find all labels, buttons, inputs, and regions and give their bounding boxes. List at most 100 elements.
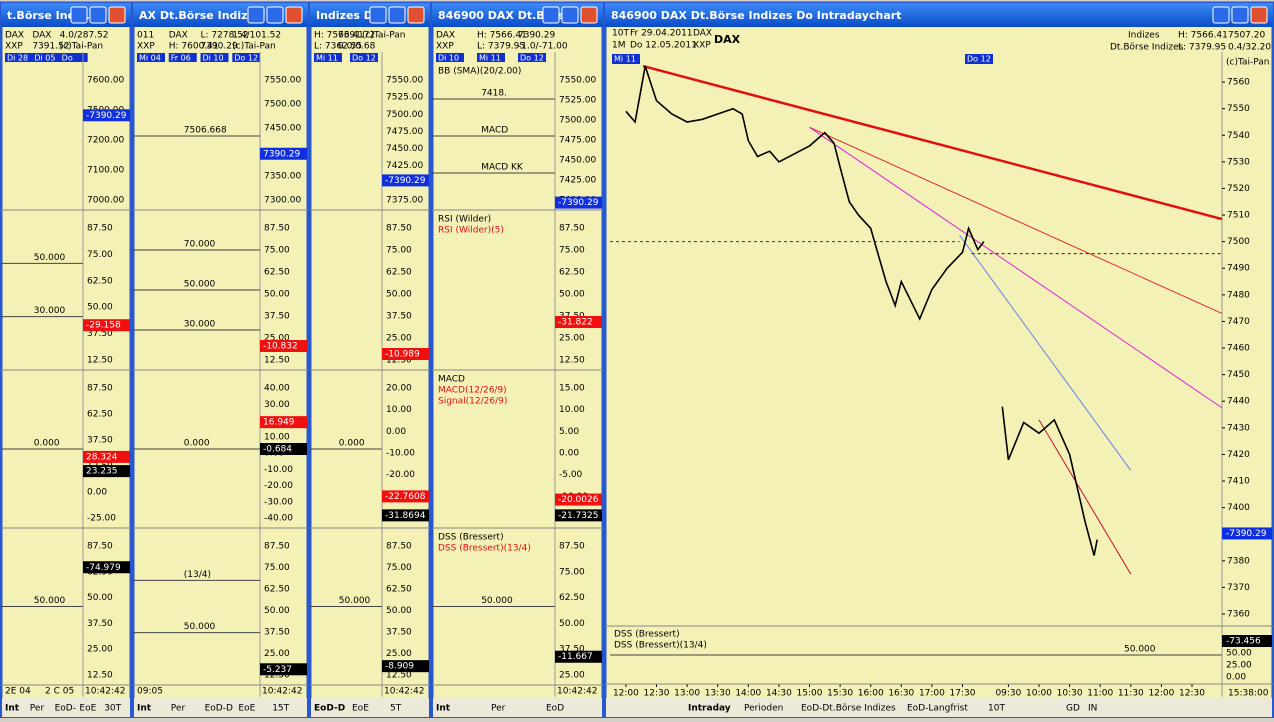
reference-label: 30.000 bbox=[184, 320, 216, 330]
header-text: (c)Tai-Pan bbox=[232, 42, 275, 52]
tab-bar bbox=[311, 698, 429, 717]
window-max-button[interactable] bbox=[561, 6, 579, 24]
tab[interactable]: 15T bbox=[272, 704, 289, 714]
price-tick: 12.50 bbox=[559, 356, 585, 366]
tab[interactable]: EoE bbox=[352, 704, 369, 714]
window-max-button[interactable] bbox=[1231, 6, 1249, 24]
price-tick: 7550.00 bbox=[559, 76, 596, 86]
price-tick: 37.50 bbox=[87, 619, 113, 629]
tab[interactable]: EoD bbox=[546, 704, 564, 714]
title-bar bbox=[605, 3, 1273, 27]
date-marker bbox=[314, 53, 342, 62]
window-max-button[interactable] bbox=[266, 6, 284, 24]
window-close-button[interactable] bbox=[108, 6, 126, 24]
price-tick: 62.50 bbox=[87, 276, 113, 286]
value-box-text: 16.949 bbox=[263, 418, 295, 428]
price-tick: 62.50 bbox=[386, 585, 412, 595]
reference-label: 70.000 bbox=[184, 240, 216, 250]
header-text: 011 bbox=[137, 31, 154, 41]
header-text: Dt.Börse Indizes bbox=[1110, 43, 1184, 53]
x-tick-label: 17:00 bbox=[919, 689, 945, 699]
window-close-button[interactable] bbox=[407, 6, 425, 24]
date-label: Mi 04 bbox=[139, 54, 161, 63]
window-min-button[interactable] bbox=[70, 6, 88, 24]
tab[interactable]: Int bbox=[137, 704, 152, 714]
window bbox=[430, 1, 605, 720]
value-box-text: 23.235 bbox=[86, 467, 118, 477]
header-text: DAX bbox=[32, 31, 51, 41]
value-box-text: -11.667 bbox=[558, 652, 593, 662]
tab[interactable]: IN bbox=[1088, 704, 1097, 714]
tab[interactable]: Per bbox=[171, 704, 186, 714]
x-tick-label: 11:30 bbox=[1118, 689, 1144, 699]
y-tick-label: 7550 bbox=[1227, 104, 1250, 114]
tab[interactable]: Per bbox=[491, 704, 506, 714]
tab[interactable]: 10T bbox=[988, 704, 1005, 714]
price-tick: 7550.00 bbox=[264, 76, 301, 86]
window-min-button[interactable] bbox=[369, 6, 387, 24]
window-min-button[interactable] bbox=[247, 6, 265, 24]
tab[interactable]: Intraday bbox=[688, 704, 731, 714]
date-marker bbox=[232, 53, 261, 62]
y-tick-label: 7410 bbox=[1227, 477, 1250, 487]
window-close-button[interactable] bbox=[285, 6, 303, 24]
price-tick: 12.50 bbox=[386, 671, 412, 681]
window-close-button[interactable] bbox=[1250, 6, 1268, 24]
value-box-text: -0.684 bbox=[263, 445, 292, 455]
tab[interactable]: EoE bbox=[79, 704, 96, 714]
tab[interactable]: Int bbox=[436, 704, 451, 714]
tab[interactable]: GD bbox=[1066, 704, 1080, 714]
tab[interactable]: EoD-Langfrist bbox=[907, 704, 968, 714]
header-text: 1.4/101.52 bbox=[232, 31, 281, 41]
window-max-button[interactable] bbox=[388, 6, 406, 24]
header-text: XXP bbox=[137, 42, 155, 52]
tab[interactable]: Per bbox=[30, 704, 45, 714]
indicator-title: DSS (Bressert) bbox=[614, 630, 680, 640]
window-max-button[interactable] bbox=[89, 6, 107, 24]
price-tick: 87.50 bbox=[559, 542, 585, 552]
price-tick: 7500.00 bbox=[559, 116, 596, 126]
price-tick: 7475.00 bbox=[559, 136, 596, 146]
price-tick: 7350.00 bbox=[264, 172, 301, 182]
tab[interactable]: 30T bbox=[104, 704, 121, 714]
header-text: L: 7379.95 bbox=[477, 42, 525, 52]
value-box bbox=[83, 109, 130, 122]
price-tick: 0.00 bbox=[559, 449, 579, 459]
tab[interactable]: Int bbox=[5, 704, 20, 714]
tab[interactable]: EoD-Dt.Börse Indizes bbox=[801, 704, 896, 714]
price-tick: 25.00 bbox=[386, 334, 412, 344]
last-price-box bbox=[1222, 527, 1272, 540]
reference-label: MACD bbox=[481, 126, 508, 136]
price-tick: 12.50 bbox=[87, 671, 113, 681]
dss-tick: 0.00 bbox=[1226, 673, 1246, 683]
price-tick: 87.50 bbox=[87, 224, 113, 234]
tab[interactable]: EoD-D bbox=[205, 704, 233, 714]
tab[interactable]: EoD- bbox=[55, 704, 76, 714]
indicator-title: DSS (Bressert)(13/4) bbox=[438, 544, 531, 554]
value-box-text: 7390.29 bbox=[263, 149, 300, 159]
header-text: L: 7379.95 bbox=[1178, 43, 1226, 53]
date-label: Do 12 bbox=[967, 55, 991, 64]
price-tick: 7525.00 bbox=[559, 96, 596, 106]
price-tick: 62.50 bbox=[386, 268, 412, 278]
price-tick: 7200.00 bbox=[87, 136, 124, 146]
header-text: DAX bbox=[169, 31, 188, 41]
value-box-text: -20.0026 bbox=[558, 495, 599, 505]
header-text: 1M bbox=[612, 41, 626, 51]
tab[interactable]: Perioden bbox=[744, 704, 783, 714]
indicator-title: DSS (Bressert) bbox=[438, 533, 504, 543]
header-text: H: 7566.41 bbox=[1178, 31, 1228, 41]
window-min-button[interactable] bbox=[542, 6, 560, 24]
price-tick: 37.50 bbox=[87, 329, 113, 339]
date-marker bbox=[168, 53, 197, 62]
tab[interactable]: EoE bbox=[238, 704, 255, 714]
window-min-button[interactable] bbox=[1212, 6, 1230, 24]
tab[interactable]: 5T bbox=[390, 704, 402, 714]
value-box-text: -22.7608 bbox=[385, 492, 426, 502]
value-box bbox=[260, 147, 307, 160]
price-tick: 50.00 bbox=[559, 619, 585, 629]
tab[interactable]: EoD-D bbox=[314, 704, 345, 714]
value-box bbox=[555, 650, 602, 663]
header-text: 4.0/287.52 bbox=[60, 31, 109, 41]
window-close-button[interactable] bbox=[580, 6, 598, 24]
